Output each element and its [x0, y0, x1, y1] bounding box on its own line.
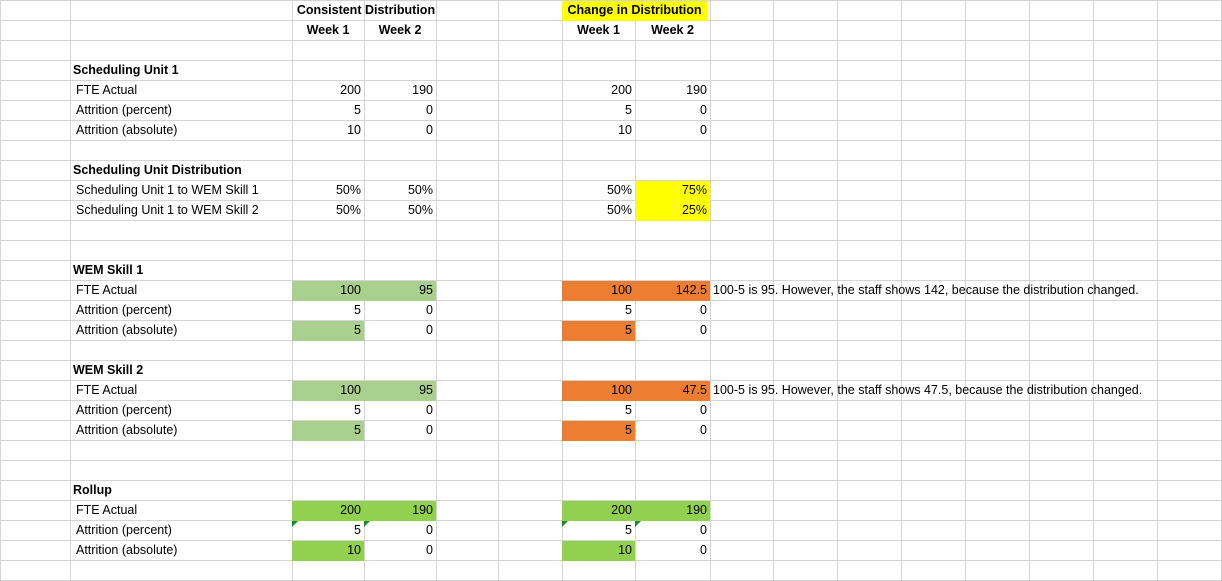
row-label-attrition-percent[interactable]: Attrition (percent)	[76, 403, 172, 417]
header-change-week1[interactable]: Week 1	[577, 23, 620, 37]
unit1-consistent-attrabs-w2[interactable]: 0	[426, 123, 433, 137]
rollup-consistent-attrpct-w1[interactable]: 5	[354, 523, 361, 537]
formula-warning-indicator[interactable]	[635, 521, 641, 527]
row-label-attrition-absolute[interactable]: Attrition (absolute)	[76, 123, 178, 137]
skill1-change-attrabs-w2[interactable]: 0	[700, 323, 707, 337]
section-scheduling-unit-1[interactable]: Scheduling Unit 1	[73, 63, 179, 77]
unit1-consistent-fte-w2[interactable]: 190	[412, 83, 433, 97]
dist-change-skill1-w1[interactable]: 50%	[606, 183, 632, 197]
row-label-attrition-absolute[interactable]: Attrition (absolute)	[76, 323, 178, 337]
rollup-consistent-fte-w1[interactable]: 200	[292, 501, 364, 521]
unit1-consistent-attrpct-w2[interactable]: 0	[426, 103, 433, 117]
row-label-fte-actual[interactable]: FTE Actual	[76, 383, 138, 397]
skill1-change-fte-w1[interactable]: 100	[562, 281, 635, 301]
row-label-attrition-percent[interactable]: Attrition (percent)	[76, 103, 172, 117]
dist-consistent-skill2-w1[interactable]: 50%	[335, 203, 361, 217]
rollup-consistent-attrpct-w2[interactable]: 0	[426, 523, 433, 537]
section-rollup[interactable]: Rollup	[73, 483, 112, 497]
unit1-change-attrpct-w2[interactable]: 0	[700, 103, 707, 117]
note-skill2[interactable]: 100-5 is 95. However, the staff shows 47…	[713, 383, 1143, 397]
skill2-consistent-attrabs-w1[interactable]: 5	[292, 421, 364, 441]
skill2-change-attrpct-w2[interactable]: 0	[700, 403, 707, 417]
dist-change-skill1-w2[interactable]: 75%	[635, 181, 710, 201]
skill2-change-attrabs-w2[interactable]: 0	[700, 423, 707, 437]
skill1-consistent-fte-w2[interactable]: 95	[364, 281, 436, 301]
unit1-consistent-attrpct-w1[interactable]: 5	[354, 103, 361, 117]
unit1-change-attrabs-w1[interactable]: 10	[618, 123, 632, 137]
skill1-change-attrabs-w1[interactable]: 5	[562, 321, 635, 341]
unit1-change-fte-w1[interactable]: 200	[611, 83, 632, 97]
rollup-consistent-attrabs-w2[interactable]: 0	[426, 543, 433, 557]
row-label-fte-actual[interactable]: FTE Actual	[76, 283, 138, 297]
dist-consistent-skill1-w2[interactable]: 50%	[407, 183, 433, 197]
unit1-change-fte-w2[interactable]: 190	[686, 83, 707, 97]
rollup-change-fte-w2[interactable]: 190	[635, 501, 710, 521]
header-change-week2[interactable]: Week 2	[651, 23, 694, 37]
row-label-attrition-absolute[interactable]: Attrition (absolute)	[76, 543, 178, 557]
section-wem-skill-2[interactable]: WEM Skill 2	[73, 363, 144, 377]
formula-warning-indicator[interactable]	[562, 521, 568, 527]
skill2-change-attrabs-w1[interactable]: 5	[562, 421, 635, 441]
formula-warning-indicator[interactable]	[364, 521, 370, 527]
header-consistent-distribution[interactable]: Consistent Distribution	[296, 3, 436, 17]
row-label-attrition-percent[interactable]: Attrition (percent)	[76, 523, 172, 537]
row-label-fte-actual[interactable]: FTE Actual	[76, 83, 138, 97]
skill2-consistent-attrabs-w2[interactable]: 0	[426, 423, 433, 437]
unit1-consistent-fte-w1[interactable]: 200	[340, 83, 361, 97]
rollup-change-attrabs-w2[interactable]: 0	[700, 543, 707, 557]
skill1-consistent-fte-w1[interactable]: 100	[292, 281, 364, 301]
skill2-consistent-attrpct-w1[interactable]: 5	[354, 403, 361, 417]
dist-consistent-skill1-w1[interactable]: 50%	[335, 183, 361, 197]
section-scheduling-unit-distribution[interactable]: Scheduling Unit Distribution	[73, 163, 242, 177]
rollup-consistent-fte-w2[interactable]: 190	[364, 501, 436, 521]
skill2-consistent-fte-w2[interactable]: 95	[364, 381, 436, 401]
section-wem-skill-1[interactable]: WEM Skill 1	[73, 263, 144, 277]
skill1-consistent-attrabs-w2[interactable]: 0	[426, 323, 433, 337]
unit1-consistent-attrabs-w1[interactable]: 10	[347, 123, 361, 137]
header-consistent-week2[interactable]: Week 2	[378, 23, 422, 37]
skill2-consistent-fte-w1[interactable]: 100	[292, 381, 364, 401]
skill1-change-fte-w2[interactable]: 142.5	[635, 281, 710, 301]
skill1-consistent-attrabs-w1[interactable]: 5	[292, 321, 364, 341]
skill1-consistent-attrpct-w2[interactable]: 0	[426, 303, 433, 317]
row-label-dist-skill1[interactable]: Scheduling Unit 1 to WEM Skill 1	[76, 183, 259, 197]
rollup-change-attrabs-w1[interactable]: 10	[562, 541, 635, 561]
skill1-change-attrpct-w1[interactable]: 5	[625, 303, 632, 317]
rollup-consistent-attrabs-w1[interactable]: 10	[292, 541, 364, 561]
skill1-change-attrpct-w2[interactable]: 0	[700, 303, 707, 317]
header-consistent-week1[interactable]: Week 1	[306, 23, 350, 37]
rollup-change-fte-w1[interactable]: 200	[562, 501, 635, 521]
header-change-in-distribution[interactable]: Change in Distribution	[562, 1, 707, 21]
dist-change-skill2-w1[interactable]: 50%	[606, 203, 632, 217]
row-label-dist-skill2[interactable]: Scheduling Unit 1 to WEM Skill 2	[76, 203, 259, 217]
formula-warning-indicator[interactable]	[292, 521, 298, 527]
note-skill1[interactable]: 100-5 is 95. However, the staff shows 14…	[713, 283, 1139, 297]
row-label-fte-actual[interactable]: FTE Actual	[76, 503, 138, 517]
skill2-change-fte-w1[interactable]: 100	[562, 381, 635, 401]
skill1-consistent-attrpct-w1[interactable]: 5	[354, 303, 361, 317]
unit1-change-attrpct-w1[interactable]: 5	[625, 103, 632, 117]
dist-change-skill2-w2[interactable]: 25%	[635, 201, 710, 221]
unit1-change-attrabs-w2[interactable]: 0	[700, 123, 707, 137]
row-label-attrition-absolute[interactable]: Attrition (absolute)	[76, 423, 178, 437]
rollup-change-attrpct-w1[interactable]: 5	[625, 523, 632, 537]
row-label-attrition-percent[interactable]: Attrition (percent)	[76, 303, 172, 317]
skill2-change-attrpct-w1[interactable]: 5	[625, 403, 632, 417]
skill2-consistent-attrpct-w2[interactable]: 0	[426, 403, 433, 417]
skill2-change-fte-w2[interactable]: 47.5	[635, 381, 710, 401]
rollup-change-attrpct-w2[interactable]: 0	[700, 523, 707, 537]
dist-consistent-skill2-w2[interactable]: 50%	[407, 203, 433, 217]
